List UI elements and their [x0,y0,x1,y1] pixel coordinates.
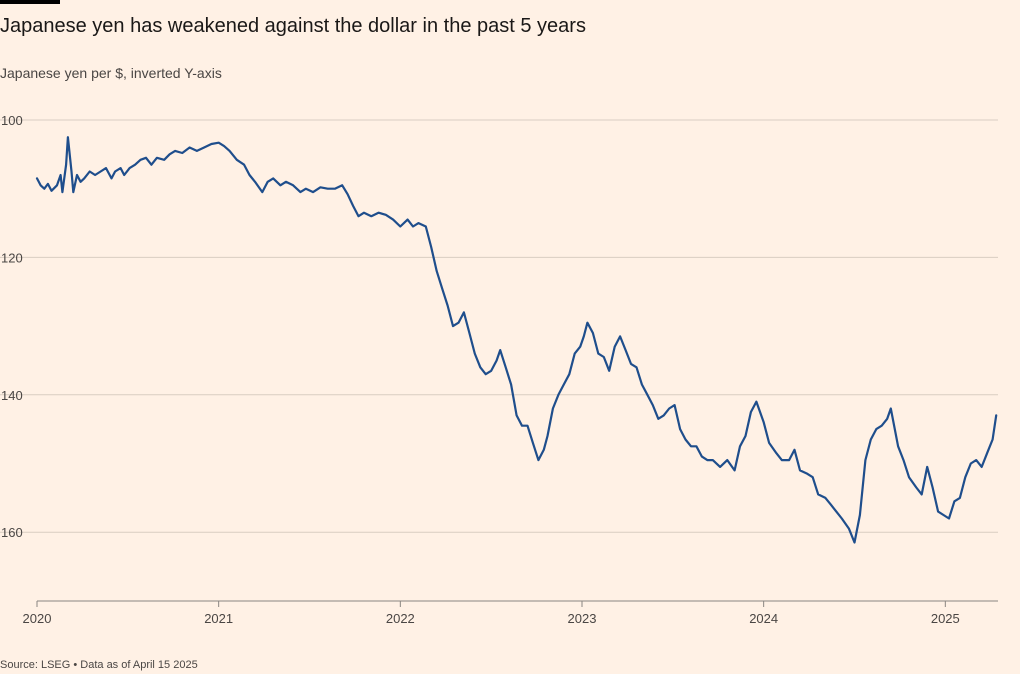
chart-subtitle: Japanese yen per $, inverted Y-axis [0,65,222,81]
x-tick-label: 2021 [204,611,233,626]
y-tick-label: 140 [1,388,23,403]
gridlines [0,119,998,533]
x-tick-label: 2020 [23,611,52,626]
x-tick-label: 2022 [386,611,415,626]
series-line-0 [35,136,998,544]
x-ticks: 2020 2021 2022 2023 2024 2025 [23,601,960,626]
x-tick-label: 2024 [749,611,778,626]
y-tick-label: 160 [1,525,23,540]
source-note: Source: LSEG • Data as of April 15 2025 [0,659,198,671]
chart-title: Japanese yen has weakened against the do… [0,15,586,37]
x-tick-label: 2025 [931,611,960,626]
y-tick-label: 100 [1,113,23,128]
y-tick-label: 120 [1,250,23,265]
brand-bar [0,0,60,4]
x-tick-label: 2023 [568,611,597,626]
y-tick-labels: 100 120 140 160 [1,113,23,540]
series-group [35,136,998,544]
